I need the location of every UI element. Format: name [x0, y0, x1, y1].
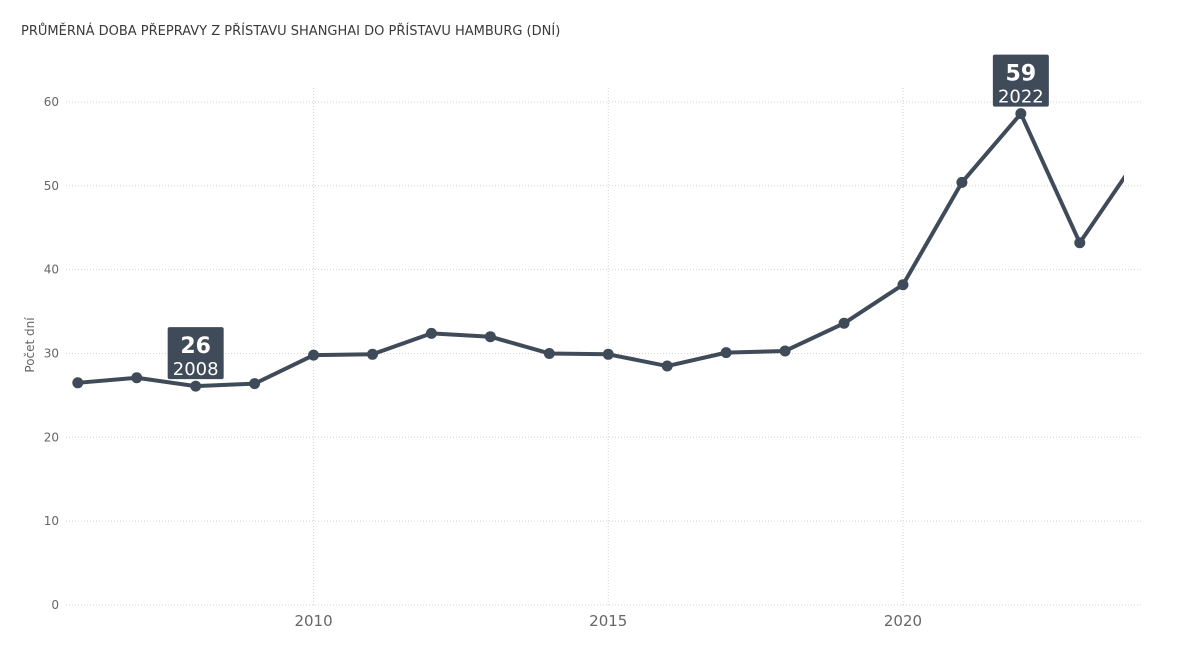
annotation-box: [167, 327, 224, 380]
data-point[interactable]: [131, 372, 143, 384]
data-point[interactable]: [543, 347, 555, 359]
y-axis-label: Počet dní: [23, 317, 37, 373]
data-point[interactable]: [1074, 237, 1086, 249]
y-tick-label: 50: [44, 179, 59, 193]
axes: 0 10 20 30 40 50 60 2010 2015 2020: [44, 95, 922, 630]
data-point[interactable]: [838, 317, 850, 329]
y-tick-label: 0: [51, 598, 59, 612]
data-point[interactable]: [190, 380, 202, 392]
data-point[interactable]: [602, 348, 614, 360]
data-point[interactable]: [661, 360, 673, 372]
annotation-year: 2008: [173, 359, 219, 380]
x-tick-label: 2010: [294, 612, 332, 630]
data-point[interactable]: [720, 347, 732, 359]
y-tick-label: 60: [44, 95, 59, 109]
annotation-box: [992, 54, 1049, 107]
y-tick-label: 40: [44, 263, 59, 277]
y-tick-label: 10: [44, 514, 59, 528]
gridlines: [66, 88, 1142, 606]
x-tick-label: 2015: [589, 612, 627, 630]
data-point[interactable]: [956, 176, 968, 188]
x-tick-label: 2020: [884, 612, 922, 630]
annotation-year: 2022: [998, 87, 1044, 108]
data-point[interactable]: [425, 327, 437, 339]
data-point[interactable]: [72, 377, 84, 389]
annotation-value: 26: [180, 334, 211, 359]
annotation-value: 59: [1006, 62, 1037, 87]
data-point[interactable]: [1015, 108, 1027, 120]
data-point[interactable]: [484, 331, 496, 343]
points-layer: [72, 108, 1086, 392]
data-point[interactable]: [249, 378, 261, 390]
y-tick-label: 30: [44, 346, 59, 360]
chart-title: PRŮMĚRNÁ DOBA PŘEPRAVY Z PŘÍSTAVU SHANGH…: [21, 24, 561, 39]
data-point[interactable]: [897, 279, 909, 291]
data-point[interactable]: [308, 349, 320, 361]
y-tick-label: 20: [44, 430, 59, 444]
data-point[interactable]: [779, 345, 791, 357]
data-point[interactable]: [366, 348, 378, 360]
